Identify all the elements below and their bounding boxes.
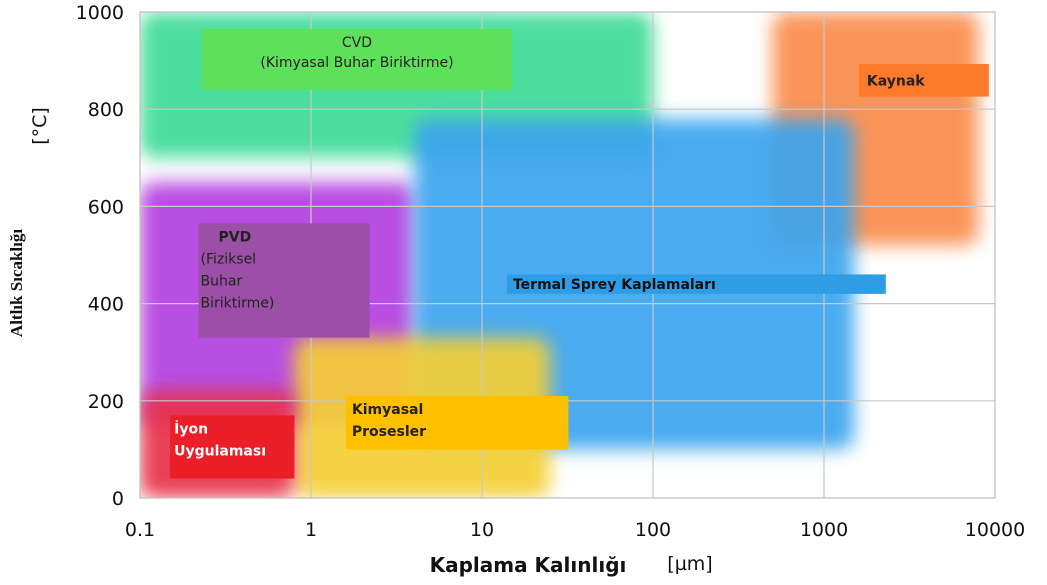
x-tick-label: 10000: [965, 519, 1025, 541]
y-axis-title: Altlık Sıcaklığı: [7, 229, 26, 337]
region-label-text: Prosesler: [352, 424, 426, 440]
x-tick-label: 0.1: [125, 519, 155, 541]
y-tick-label: 600: [88, 196, 124, 218]
plot-border: [139, 11, 996, 499]
y-tick-label: 800: [88, 99, 124, 121]
region-label-text: Uygulaması: [174, 443, 266, 459]
region-label-box-3: [506, 274, 886, 294]
y-tick-label: 400: [88, 294, 124, 316]
region-labels-layer: CVD (Kimyasal Buhar Biriktirme) Kaynak PVD (…: [170, 29, 989, 479]
region-label-text: Biriktirme): [201, 295, 275, 311]
region-label-box-5: [170, 415, 295, 479]
region-label-box-4: [345, 395, 569, 450]
y-tick-label: 200: [88, 391, 124, 413]
x-axis-title: Kaplama Kalınlığı: [430, 553, 627, 577]
region-label-box-2: [198, 223, 370, 338]
region-label-text: PVD: [219, 229, 252, 245]
region-label-text: Buhar: [201, 273, 243, 289]
region-label-text: CVD: [342, 35, 372, 51]
region-label-text: İyon: [174, 420, 208, 437]
axes-layer: 0.1 1 10 100 1000 10000 0 200 400 600 800 1000: [76, 2, 1026, 541]
region-label-text: Kimyasal: [352, 402, 423, 418]
y-axis-unit: [°C]: [29, 107, 51, 145]
region-label-text: Termal Sprey Kaplamaları: [513, 277, 716, 293]
x-tick-label: 100: [635, 519, 671, 541]
region-label-box-0: [201, 29, 513, 90]
region-label-text: Kaynak: [867, 73, 925, 89]
region-label-box-1: [858, 64, 989, 97]
y-tick-label: 0: [112, 488, 124, 510]
region-label-text: (Kimyasal Buhar Biriktirme): [260, 55, 453, 71]
y-tick-label: 1000: [76, 2, 124, 24]
region-label-text: (Fiziksel: [201, 251, 257, 267]
x-tick-label: 1: [305, 519, 317, 541]
x-tick-label: 10: [470, 519, 494, 541]
x-axis-unit: [µm]: [667, 553, 712, 575]
x-tick-label: 1000: [800, 519, 848, 541]
